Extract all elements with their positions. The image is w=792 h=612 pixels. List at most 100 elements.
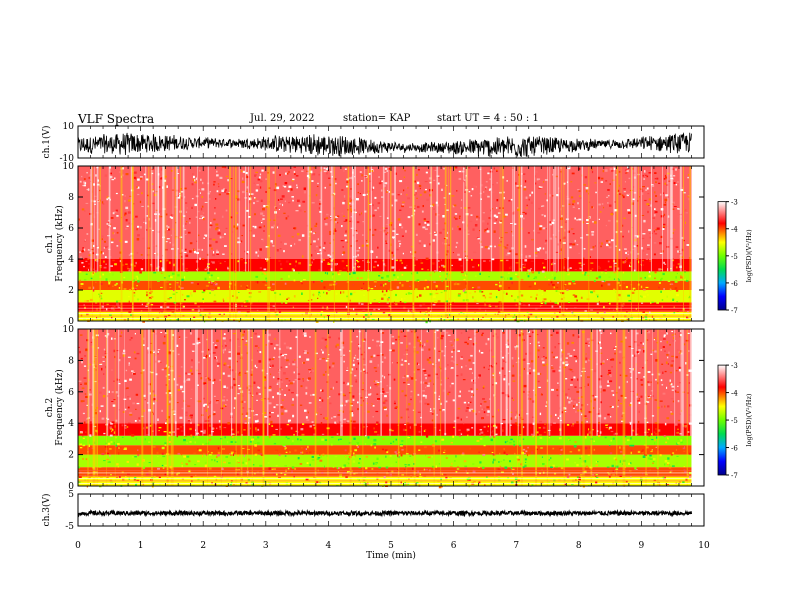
ch2-speckle-cell — [550, 415, 552, 418]
ch2-speckle-cell — [399, 483, 402, 486]
ch2-speckle-cell — [576, 390, 580, 393]
ch1-speckle-cell — [401, 262, 403, 264]
ch2-speckle-cell — [455, 338, 459, 341]
ch1-speckle-cell — [280, 278, 283, 280]
ch2-speckle-cell — [144, 438, 146, 441]
ch2-speckle-cell — [489, 435, 492, 438]
ch1-speckle-cell — [558, 293, 561, 295]
ch1-speckle-cell — [645, 258, 649, 260]
ch2-speckle-cell — [646, 339, 649, 341]
ch2-speckle-cell — [165, 442, 168, 444]
ch2-speckle-cell — [529, 398, 532, 401]
ch1-speckle-cell — [322, 259, 326, 261]
ch1-speckle-cell — [621, 194, 624, 197]
ch1-speckle-cell — [374, 209, 377, 212]
ch1-speckle-cell — [506, 246, 508, 250]
ch1-speckle-cell — [441, 264, 444, 267]
ch1-speckle-cell — [293, 227, 297, 230]
ch1-speckle-cell — [210, 274, 213, 277]
ch2-speckle-cell — [389, 455, 392, 457]
ch1-speckle-cell — [643, 289, 646, 291]
ch2-speckle-cell — [127, 396, 130, 398]
ch1-speckle-cell — [414, 208, 416, 211]
ch2-speckle-cell — [283, 445, 287, 447]
ch1-speckle-cell — [641, 247, 643, 250]
ch1-speckle-cell — [148, 318, 151, 320]
ch2-speckle-cell — [285, 436, 288, 438]
ch1-speckle-cell — [651, 184, 655, 187]
ch2-speckle-cell — [539, 434, 542, 436]
ch2-speckle-cell — [531, 451, 533, 454]
ch2-speckle-cell — [509, 460, 511, 463]
ch1-speckle-cell — [553, 286, 555, 289]
ch2-speckle-cell — [459, 435, 461, 437]
ch2-speckle-cell — [348, 462, 350, 465]
ch1-speckle-cell — [200, 178, 202, 181]
ch1-speckle-cell — [386, 301, 389, 304]
ch1-speckle-cell — [189, 221, 191, 224]
ch2-speckle-cell — [139, 420, 141, 422]
ch2-speckle-cell — [372, 462, 375, 465]
ch1-speckle-cell — [81, 175, 83, 178]
ch2-speckle-cell — [143, 466, 145, 469]
ch1-speckle-cell — [645, 286, 649, 288]
ch2-speckle-cell — [538, 427, 541, 429]
ch1-speckle-cell — [487, 195, 490, 198]
ch2-speckle-cell — [187, 373, 191, 375]
ch2-speckle-cell — [212, 352, 216, 354]
ch1-speckle-cell — [525, 196, 528, 199]
ch2-speckle-cell — [624, 374, 628, 377]
ch2-speckle-cell — [103, 432, 106, 435]
ch1-speckle-cell — [622, 302, 625, 306]
ch2-speckle-cell — [230, 451, 234, 454]
ch1-speckle-cell — [107, 235, 110, 237]
ch2-speckle-cell — [523, 384, 527, 388]
ch1-streak — [683, 166, 684, 321]
ch2-speckle-cell — [301, 451, 304, 454]
ch2-speckle-cell — [284, 447, 287, 449]
ch2-speckle-cell — [667, 457, 670, 460]
ch1-speckle-cell — [260, 212, 264, 215]
ch2-speckle-cell — [81, 361, 83, 364]
ch1-speckle-cell — [418, 272, 421, 275]
ch2-speckle-cell — [84, 355, 87, 357]
ch1-ytick-label: 10 — [63, 162, 75, 172]
ch2-speckle-cell — [305, 416, 308, 419]
ch1-speckle-cell — [425, 188, 427, 191]
ch2-speckle-cell — [303, 352, 307, 354]
ch2-speckle-cell — [95, 369, 97, 371]
ch1-speckle-cell — [607, 168, 609, 170]
ch2-speckle-cell — [425, 395, 427, 398]
ch2-speckle-cell — [335, 422, 337, 425]
ch1-speckle-cell — [526, 311, 529, 313]
ch1-speckle-cell — [506, 180, 508, 182]
ch2-speckle-cell — [168, 367, 172, 370]
ch2-speckle-cell — [664, 463, 666, 466]
ch2-speckle-cell — [449, 476, 452, 479]
ch1-speckle-cell — [241, 304, 243, 307]
ch1-speckle-cell — [608, 243, 611, 246]
ch2-speckle-cell — [391, 335, 395, 338]
ch1-speckle-cell — [79, 279, 81, 282]
ch1-no-data — [691, 166, 704, 321]
ch1-speckle-cell — [515, 262, 519, 264]
ch2-speckle-cell — [222, 337, 226, 340]
ch1-speckle-cell — [169, 283, 172, 285]
ch2-speckle-cell — [419, 343, 422, 346]
ch2-speckle-cell — [650, 390, 653, 392]
ch2-speckle-cell — [654, 439, 656, 442]
ch2-speckle-cell — [432, 363, 434, 365]
ch2-speckle-cell — [585, 357, 588, 360]
ch2-speckle-cell — [562, 390, 565, 392]
ch1-speckle-cell — [284, 242, 287, 245]
ch1-speckle-cell — [443, 318, 446, 322]
ch1-speckle-cell — [203, 170, 205, 172]
ch1-speckle-cell — [113, 308, 115, 311]
ch1-speckle-cell — [687, 245, 690, 248]
ch1-speckle-cell — [160, 308, 163, 310]
ch2-speckle-cell — [525, 450, 528, 453]
ch1-speckle-cell — [379, 215, 382, 217]
ch1-speckle-cell — [607, 260, 610, 263]
ch1-speckle-cell — [659, 193, 662, 196]
ch2-speckle-cell — [537, 356, 540, 358]
